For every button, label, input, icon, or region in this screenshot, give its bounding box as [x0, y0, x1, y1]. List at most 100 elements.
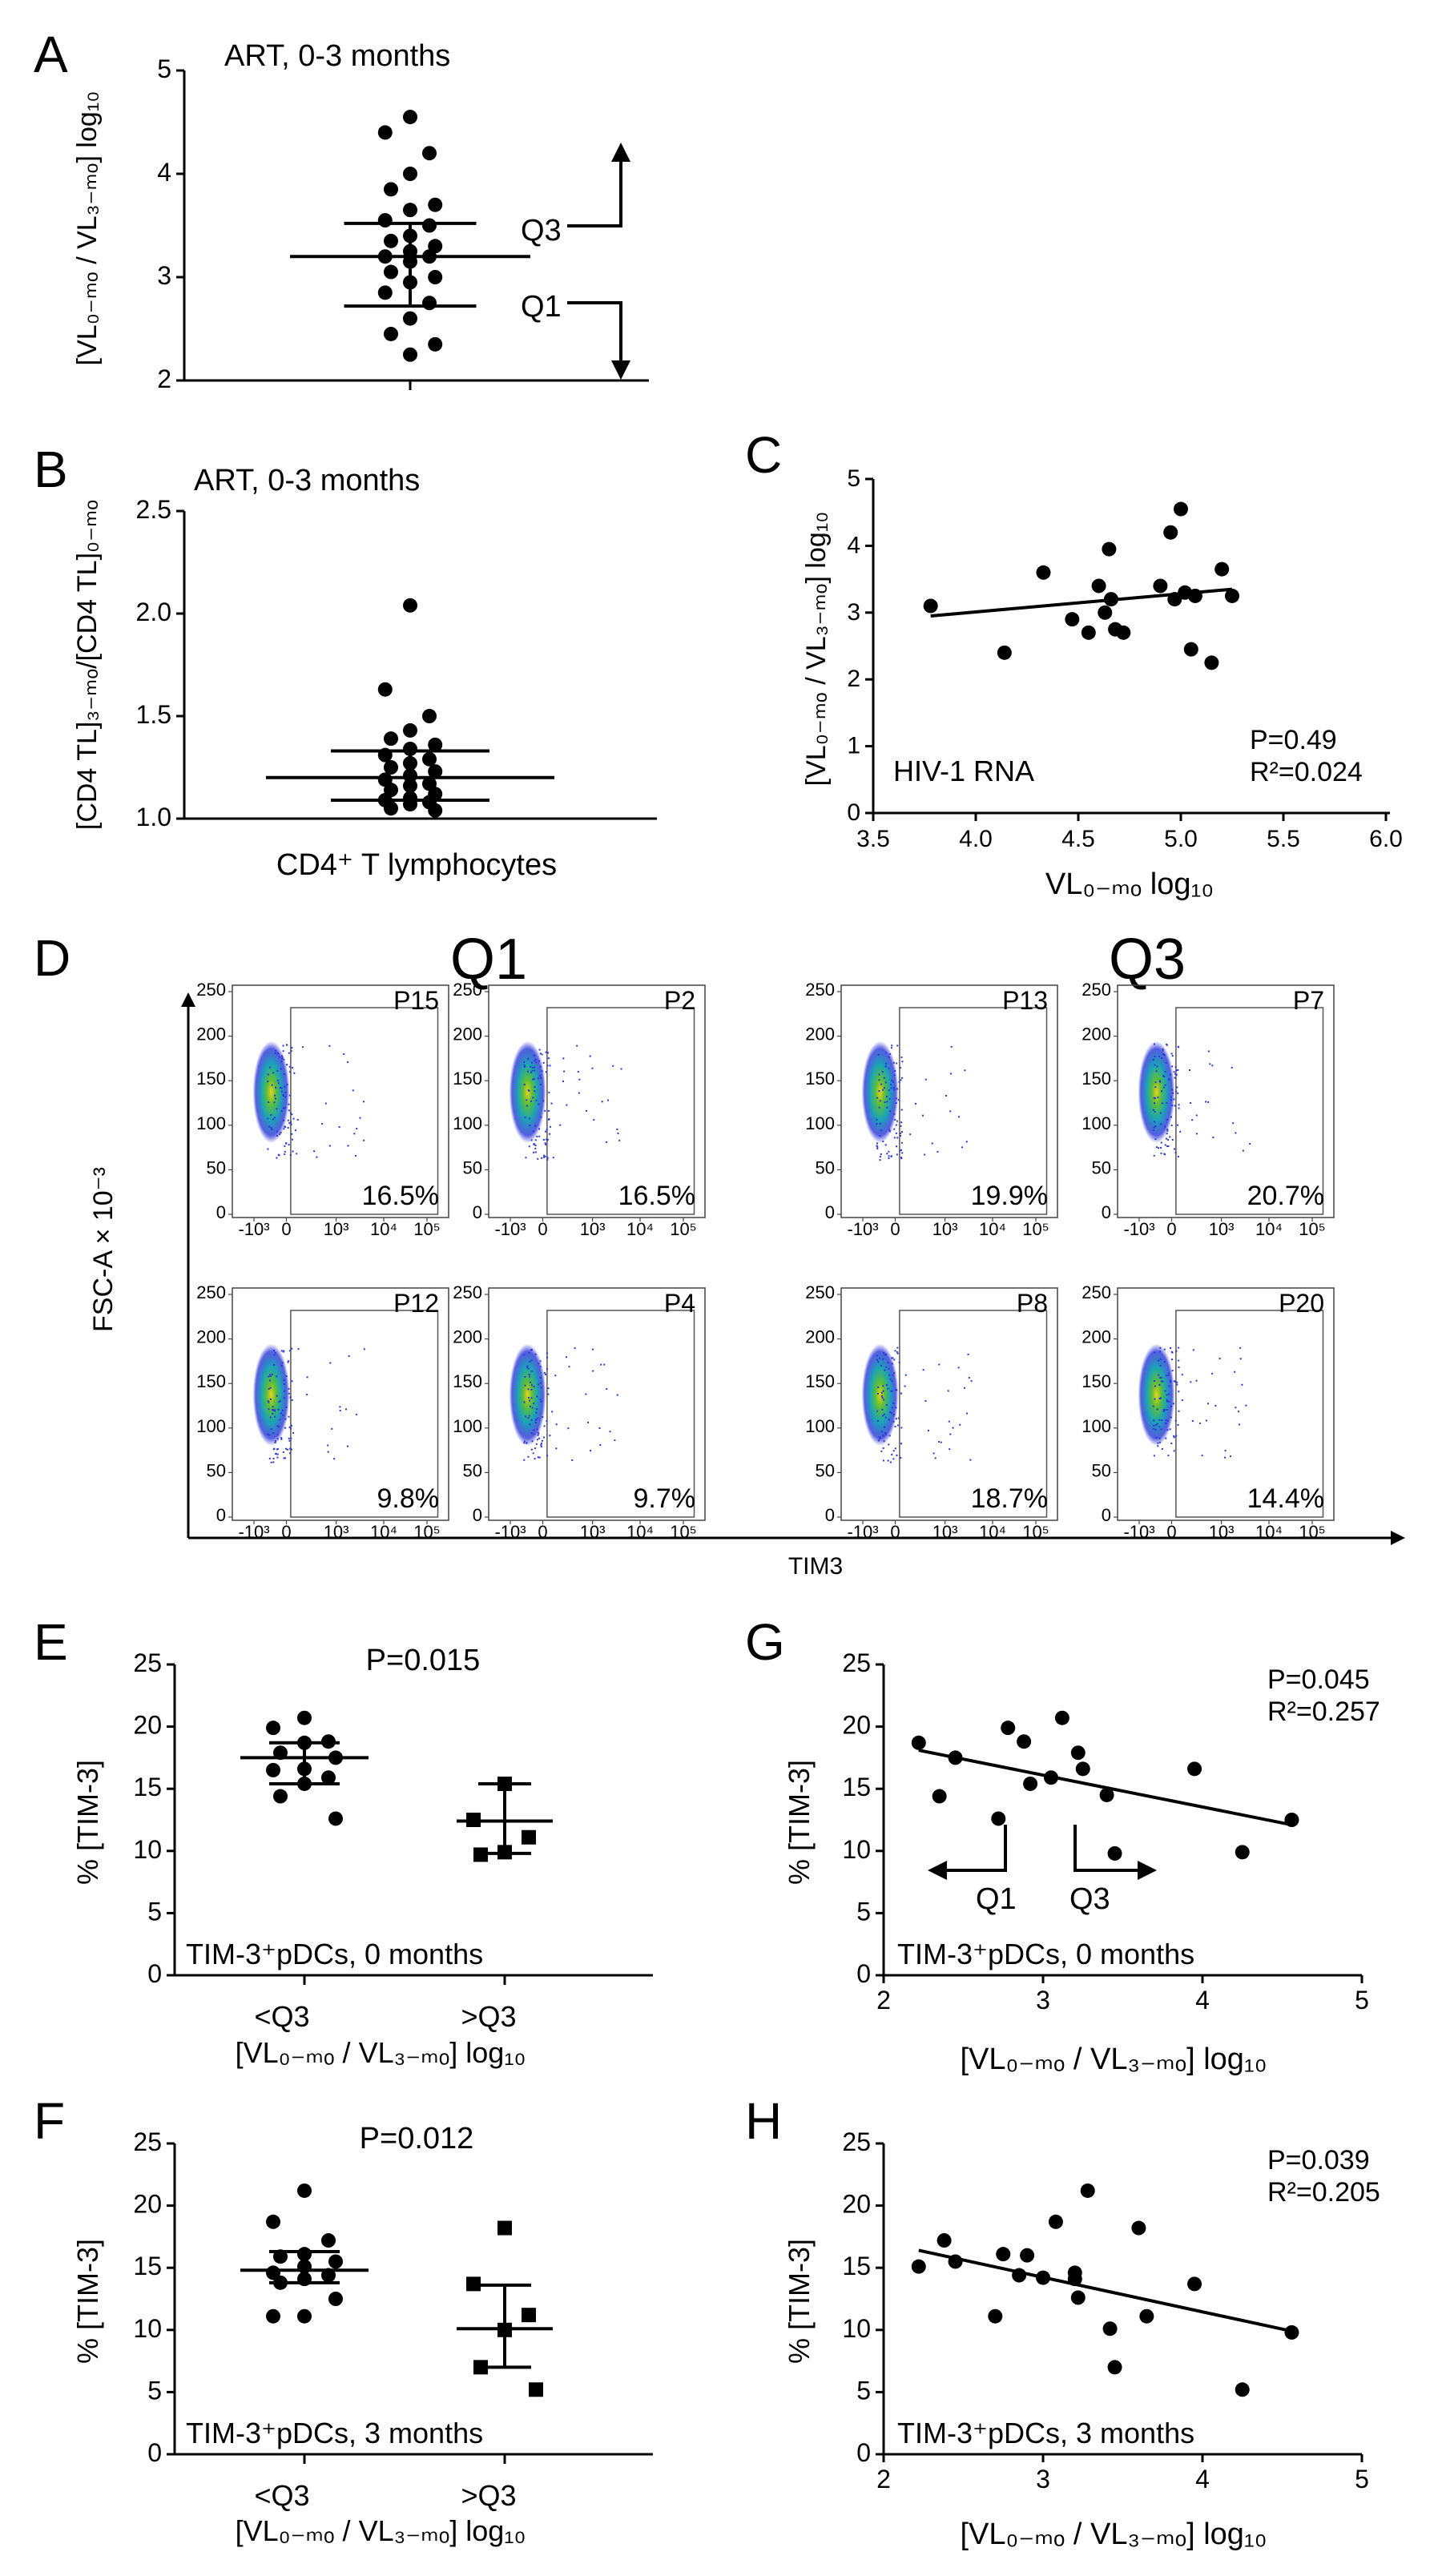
cyto-ytick-label: 50: [207, 1157, 226, 1177]
panel-f-caption: TIM-3⁺pDCs, 3 months: [186, 2417, 483, 2449]
panel-f-gt-q3-point: [529, 2382, 543, 2397]
cyto-gate-percent: 19.9%: [971, 1181, 1048, 1211]
cyto-event: [887, 1387, 889, 1390]
cyto-event: [541, 1070, 543, 1073]
cyto-ytick-label: 0: [216, 1202, 226, 1222]
cyto-event: [283, 1379, 285, 1382]
cyto-event: [1195, 1133, 1198, 1135]
cyto-event: [1154, 1043, 1156, 1045]
panel-c-point: [1183, 642, 1198, 657]
cyto-ytick-label: 100: [196, 1416, 226, 1436]
cyto-event: [272, 1408, 274, 1411]
cyto-event: [273, 1101, 276, 1104]
cyto-event: [281, 1362, 284, 1364]
cyto-event: [1176, 1086, 1178, 1089]
panel-e-gt-q3-point: [522, 1829, 536, 1845]
cyto-event: [1153, 1455, 1155, 1457]
panel-e-caption: TIM-3⁺pDCs, 0 months: [186, 1938, 483, 1970]
cyto-event: [278, 1082, 280, 1085]
panel-h-xtick-label: 5: [1355, 2465, 1369, 2493]
panel-h-p-value: P=0.039: [1267, 2145, 1370, 2176]
cyto-event: [533, 1077, 535, 1080]
cyto-event: [276, 1108, 278, 1110]
panel-b-point: [422, 709, 437, 723]
cyto-event: [1178, 1104, 1180, 1106]
cyto-event: [896, 1097, 898, 1100]
panel-h-caption: TIM-3⁺pDCs, 3 months: [897, 2417, 1194, 2449]
cyto-event: [885, 1095, 888, 1097]
cyto-event: [900, 1157, 903, 1160]
cyto-density: [861, 1040, 899, 1144]
cyto-event: [538, 1103, 540, 1105]
cyto-event: [274, 1049, 276, 1052]
panel-a-point: [377, 249, 393, 264]
cyto-event: [277, 1426, 280, 1428]
cyto-event: [548, 1117, 550, 1120]
cyto-plot-p15: 0 50 100 150 200 250 -10³ 0 10³ 10⁴ 10⁵ P15 16.5%: [196, 980, 449, 1239]
cyto-event: [888, 1053, 891, 1055]
cyto-event: [538, 1362, 540, 1365]
panel-e-lt-q3-point: [266, 1721, 280, 1736]
panel-f-gt-q3-point: [466, 2276, 481, 2292]
cyto-event: [278, 1401, 280, 1403]
cyto-event: [1166, 1145, 1169, 1148]
cyto-event: [290, 1123, 292, 1125]
cyto-event: [571, 1459, 574, 1461]
cyto-event: [900, 1134, 902, 1137]
cyto-event: [931, 1142, 933, 1145]
panel-g-point: [1070, 1745, 1086, 1761]
cyto-event: [885, 1384, 888, 1387]
panel-b-ytick-label: 2.5: [136, 495, 171, 524]
cyto-event: [268, 1125, 271, 1128]
cyto-event: [282, 1044, 284, 1047]
cyto-event: [537, 1157, 539, 1160]
cyto-event: [1249, 1143, 1251, 1145]
panel-c-point: [1116, 625, 1131, 640]
cyto-event: [1166, 1394, 1168, 1396]
cyto-xtick-label: 10⁴: [370, 1219, 397, 1239]
panel-c-y-label: [VL₀₋ₘₒ / VL₃₋ₘₒ] log₁₀: [801, 512, 832, 787]
cyto-event: [290, 1121, 292, 1123]
cyto-event: [542, 1416, 544, 1419]
cyto-event: [284, 1457, 287, 1459]
cyto-event: [347, 1145, 349, 1147]
cyto-event: [284, 1153, 286, 1156]
cyto-event: [888, 1097, 891, 1100]
panel-b-point: [384, 801, 398, 816]
cyto-event: [272, 1461, 275, 1463]
cyto-ytick-label: 50: [1092, 1460, 1111, 1480]
cyto-event: [328, 1145, 331, 1147]
cyto-event: [896, 1346, 899, 1349]
cyto-event: [535, 1411, 538, 1414]
panel-letter-e: E: [34, 1613, 68, 1671]
cyto-event: [547, 1387, 550, 1390]
cyto-event: [900, 1109, 903, 1111]
panel-c-point: [1065, 612, 1080, 627]
cyto-event: [876, 1354, 878, 1357]
cyto-event: [1161, 1057, 1163, 1060]
cyto-event: [883, 1413, 885, 1415]
cyto-ytick-label: 50: [463, 1460, 482, 1480]
cyto-event: [1154, 1398, 1156, 1400]
cyto-event: [591, 1067, 594, 1069]
cyto-event: [900, 1141, 903, 1144]
cyto-event: [523, 1354, 526, 1356]
cyto-event: [1178, 1410, 1180, 1412]
cyto-event: [620, 1068, 622, 1070]
cyto-density: [509, 1343, 546, 1447]
panel-d-q3-header: Q3: [1109, 928, 1186, 992]
cyto-plot-p2: 0 50 100 150 200 250 -10³ 0 10³ 10⁴ 10⁵ P2 16.5%: [453, 980, 706, 1239]
cyto-event: [1174, 1148, 1176, 1150]
cyto-event: [1170, 1346, 1172, 1349]
panel-c-xtick-label: 6.0: [1369, 826, 1403, 852]
cyto-density: [509, 1040, 546, 1144]
cyto-ytick-label: 0: [216, 1505, 226, 1525]
cyto-event: [279, 1419, 281, 1421]
cyto-event: [1174, 1151, 1177, 1153]
cyto-event: [284, 1150, 286, 1153]
cyto-event: [1158, 1419, 1161, 1421]
cyto-event: [282, 1093, 284, 1096]
cyto-event: [276, 1453, 279, 1455]
cyto-event: [530, 1139, 533, 1141]
cyto-ytick-label: 100: [1082, 1416, 1111, 1436]
